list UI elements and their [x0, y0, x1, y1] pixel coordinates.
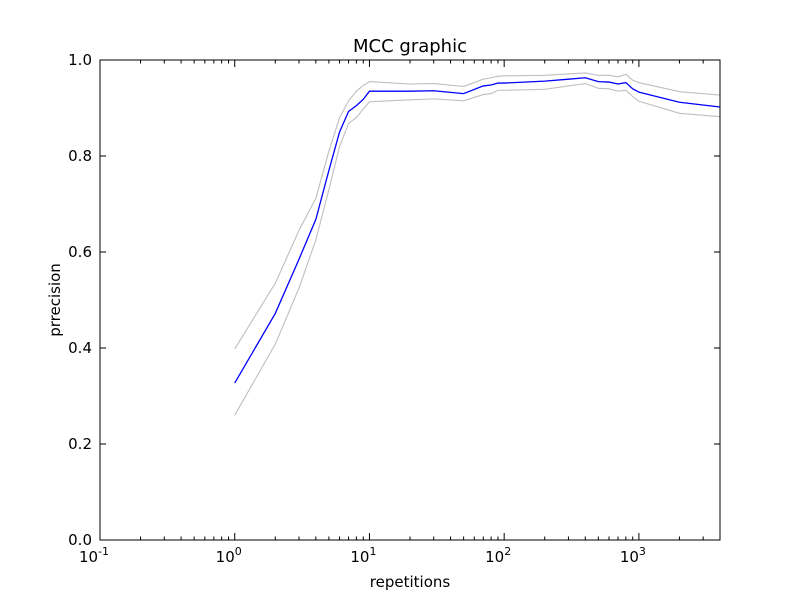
series-line-upper — [234, 72, 721, 350]
y-tick-label: 0.8 — [68, 147, 92, 165]
x-tick-label: 102 — [485, 545, 511, 566]
x-tick-label: 10-1 — [79, 545, 109, 566]
x-tick-label: 100 — [216, 545, 242, 566]
tick-layer: 0.0 0.2 0.4 0.6 0.8 1.0 10-1 100 101 102 103 — [68, 51, 720, 566]
series-line-mean — [234, 77, 721, 384]
x-tick-label: 101 — [350, 545, 376, 566]
y-tick-label: 0.4 — [68, 339, 92, 357]
y-tick-label: 1.0 — [68, 51, 92, 69]
plot-area — [100, 60, 720, 540]
plot-frame — [99, 59, 721, 541]
y-tick-label: 0.2 — [68, 435, 92, 453]
x-axis-label: repetitions — [370, 573, 451, 591]
y-tick-label: 0.0 — [68, 531, 92, 549]
series-layer — [234, 72, 721, 416]
y-axis-label: prrecision — [46, 263, 64, 337]
chart-title: MCC graphic — [353, 36, 467, 57]
y-tick-label: 0.6 — [68, 243, 92, 261]
series-line-lower — [234, 82, 721, 416]
x-tick-label: 103 — [620, 545, 646, 566]
